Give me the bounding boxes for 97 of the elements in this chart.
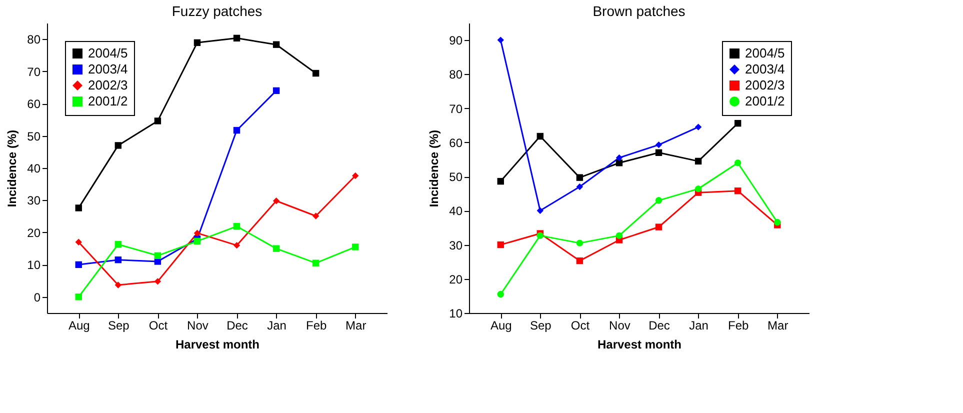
point [75, 238, 82, 246]
point [154, 278, 162, 285]
point [233, 222, 240, 230]
y-tick-label: 20 [449, 272, 463, 286]
x-axis-title: Harvest month [175, 338, 260, 352]
point [352, 172, 359, 180]
point [576, 174, 584, 181]
x-tick-label: Nov [609, 318, 630, 332]
point [616, 154, 623, 162]
x-tick-label: Sep [530, 318, 552, 332]
legend-label: 2003/4 [88, 62, 128, 76]
point [154, 118, 162, 124]
y-tick-label: 60 [27, 97, 41, 112]
point [694, 158, 702, 165]
x-tick-label: Oct [570, 318, 590, 332]
point [497, 241, 504, 248]
chart-title: Fuzzy patches [172, 3, 262, 19]
legend-label: 2003/4 [745, 62, 785, 76]
legend-label: 2002/3 [88, 78, 128, 92]
point [497, 36, 504, 44]
x-axis-title: Harvest month [597, 338, 682, 352]
legend-label: 2004/5 [745, 46, 785, 60]
y-tick-label: 30 [27, 194, 41, 208]
y-tick-label: 60 [449, 136, 463, 150]
point [272, 87, 280, 94]
point [655, 149, 662, 156]
x-tick-label: Mar [768, 318, 788, 332]
y-tick-label: 70 [449, 102, 463, 116]
point [655, 141, 662, 148]
point [774, 218, 781, 226]
x-tick-label: Oct [148, 318, 168, 332]
point [114, 256, 122, 264]
point [734, 188, 742, 194]
point [272, 198, 280, 204]
point [312, 70, 320, 77]
x-tick-label: Jan [689, 318, 708, 332]
point [655, 224, 662, 230]
y-tick-label: 40 [449, 204, 463, 218]
legend-label: 2002/3 [745, 78, 785, 92]
x-tick-label: Feb [306, 318, 327, 332]
point [616, 232, 623, 239]
x-tick-label: Feb [728, 318, 749, 332]
x-tick-label: Aug [68, 318, 90, 332]
point [272, 41, 280, 48]
point [114, 282, 122, 288]
point [114, 241, 122, 248]
point [497, 290, 504, 298]
point [233, 34, 240, 42]
point [154, 252, 162, 259]
y-tick-label: 20 [27, 226, 41, 240]
point [497, 178, 504, 185]
y-tick-label: 50 [27, 129, 41, 144]
point [312, 260, 320, 266]
y-tick-label: 0 [34, 290, 41, 304]
y-tick-label: 10 [449, 306, 463, 320]
y-tick-label: 50 [449, 170, 463, 184]
point [233, 126, 240, 134]
point [576, 240, 584, 246]
legend-label: 2001/2 [88, 94, 128, 108]
x-tick-label: Nov [187, 318, 208, 332]
point [194, 39, 201, 46]
point [734, 160, 742, 166]
point [734, 120, 742, 127]
point [233, 242, 240, 249]
x-tick-label: Jan [267, 318, 286, 332]
point [694, 124, 702, 130]
y-tick-label: 80 [27, 32, 41, 47]
point [655, 197, 662, 204]
y-tick-label: 40 [27, 162, 41, 176]
y-tick-label: 10 [27, 258, 41, 272]
point [75, 261, 82, 268]
x-tick-label: Sep [108, 318, 130, 332]
chart-title: Brown patches [592, 3, 686, 19]
point [576, 183, 584, 190]
point [194, 230, 201, 236]
x-tick-label: Aug [490, 318, 512, 332]
legend-label: 2001/2 [745, 94, 785, 108]
x-tick-label: Dec [226, 318, 248, 332]
x-tick-label: Mar [346, 318, 366, 332]
y-tick-label: 70 [27, 64, 41, 79]
point [114, 142, 122, 149]
y-axis-title: Incidence (%) [427, 130, 442, 208]
point [312, 212, 320, 220]
point [75, 204, 82, 212]
y-tick-label: 30 [449, 238, 463, 252]
point [576, 257, 584, 264]
legend-label: 2004/5 [88, 46, 128, 60]
point [75, 294, 82, 300]
point [536, 132, 544, 140]
x-tick-label: Dec [648, 318, 670, 332]
point [352, 244, 359, 250]
point [272, 245, 280, 252]
y-tick-label: 90 [449, 34, 463, 48]
y-tick-label: 80 [449, 68, 463, 82]
y-axis-title: Incidence (%) [5, 130, 20, 208]
point [694, 185, 702, 192]
point [536, 207, 544, 214]
